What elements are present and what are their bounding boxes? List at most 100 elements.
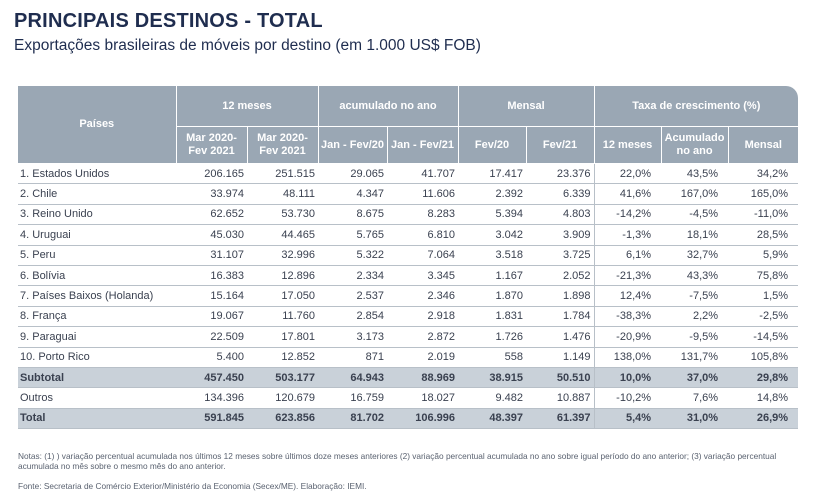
page-title: PRINCIPAIS DESTINOS - TOTAL	[14, 10, 323, 32]
header-col-1: Mar 2020- Fev 2021	[176, 126, 248, 164]
table-source: Fonte: Secretaria de Comércio Exterior/M…	[18, 481, 367, 491]
cell-value: 53.730	[247, 204, 319, 226]
table-row: 7. Países Baixos (Holanda) 15.164 17.050 2.…	[18, 285, 799, 307]
cell-value: 37,0%	[661, 367, 729, 389]
subtotal-row: Subtotal 457.450 503.177 64.943 88.969 38.915…	[18, 367, 799, 389]
cell-value: 2.392	[458, 183, 527, 205]
cell-value: 6.810	[387, 224, 459, 246]
cell-value: 11.606	[387, 183, 459, 205]
row-label: 7. Países Baixos (Holanda)	[18, 285, 176, 307]
cell-value: 32.996	[247, 245, 319, 266]
cell-value: -4,5%	[661, 204, 729, 226]
cell-value: 31.107	[176, 245, 247, 266]
cell-value: 2.052	[526, 265, 595, 287]
cell-value: 5.765	[318, 224, 388, 246]
header-group-acumulado: acumulado no ano	[318, 86, 459, 127]
cell-value: 64.943	[318, 367, 388, 389]
cell-value: 12.896	[247, 265, 319, 287]
cell-value: 41.707	[387, 163, 459, 185]
table-row: 9. Paraguai 22.509 17.801 3.173 2.872 1.726 1.…	[18, 326, 799, 348]
cell-value: 22.509	[176, 326, 247, 348]
cell-value: 623.856	[247, 408, 319, 430]
cell-value: 3.173	[318, 326, 388, 348]
cell-value: 558	[458, 347, 527, 368]
table-row: 10. Porto Rico 5.400 12.852 871 2.019 558 1.14…	[18, 347, 799, 368]
cell-value: 16.383	[176, 265, 247, 287]
cell-value: 8.283	[387, 204, 459, 226]
cell-value: -10,2%	[593, 387, 662, 409]
cell-value: 167,0%	[661, 183, 729, 205]
row-label: 1. Estados Unidos	[18, 163, 176, 185]
cell-value: 50.510	[526, 367, 595, 389]
cell-value: -7,5%	[661, 285, 729, 307]
cell-value: 10,0%	[593, 367, 662, 389]
cell-value: 105,8%	[728, 347, 799, 368]
cell-value: 43,5%	[661, 163, 729, 185]
header-col-6: Fev/21	[526, 126, 595, 164]
cell-value: 17.801	[247, 326, 319, 348]
cell-value: 48.111	[247, 183, 319, 205]
header-paises: Países	[18, 86, 177, 164]
cell-value: 3.345	[387, 265, 459, 287]
table-notes: Notas: (1) ) variação percentual acumula…	[18, 451, 777, 471]
cell-value: 75,8%	[728, 265, 799, 287]
row-label: Subtotal	[18, 367, 176, 389]
table-row: 5. Peru 31.107 32.996 5.322 7.064 3.518 3.725 6…	[18, 245, 799, 266]
cell-value: 38.915	[458, 367, 527, 389]
cell-value: 5,4%	[593, 408, 662, 430]
cell-value: 44.465	[247, 224, 319, 246]
cell-value: 7,6%	[661, 387, 729, 409]
header-col-9: Mensal	[728, 126, 799, 164]
cell-value: 43,3%	[661, 265, 729, 287]
table-row: 6. Bolívia 16.383 12.896 2.334 3.345 1.167 2.0…	[18, 265, 799, 287]
row-label: 10. Porto Rico	[18, 347, 176, 368]
row-label: Outros	[18, 387, 176, 409]
header-group-mensal: Mensal	[458, 86, 595, 127]
cell-value: 18,1%	[661, 224, 729, 246]
table-row: 4. Uruguai 45.030 44.465 5.765 6.810 3.042 3.9…	[18, 224, 799, 246]
table-row: 8. França 19.067 11.760 2.854 2.918 1.831 1.78…	[18, 306, 799, 328]
row-label: 4. Uruguai	[18, 224, 176, 246]
cell-value: 31,0%	[661, 408, 729, 430]
cell-value: 2.334	[318, 265, 388, 287]
cell-value: -11,0%	[728, 204, 799, 226]
cell-value: 134.396	[176, 387, 247, 409]
cell-value: 251.515	[247, 163, 319, 185]
cell-value: 16.759	[318, 387, 388, 409]
cell-value: 2.872	[387, 326, 459, 348]
cell-value: 41,6%	[593, 183, 662, 205]
cell-value: 62.652	[176, 204, 247, 226]
outros-row: Outros 134.396 120.679 16.759 18.027 9.482 10.…	[18, 387, 799, 409]
cell-value: 8.675	[318, 204, 388, 226]
cell-value: 503.177	[247, 367, 319, 389]
cell-value: -14,5%	[728, 326, 799, 348]
row-label: 8. França	[18, 306, 176, 328]
cell-value: 120.679	[247, 387, 319, 409]
cell-value: 29.065	[318, 163, 388, 185]
cell-value: -9,5%	[661, 326, 729, 348]
cell-value: 2.854	[318, 306, 388, 328]
cell-value: 12,4%	[593, 285, 662, 307]
cell-value: 3.042	[458, 224, 527, 246]
header-group-12-meses: 12 meses	[176, 86, 319, 127]
cell-value: 23.376	[526, 163, 595, 185]
table-row: 3. Reino Unido 62.652 53.730 8.675 8.283 5.39…	[18, 204, 799, 226]
cell-value: 5.322	[318, 245, 388, 266]
cell-value: 165,0%	[728, 183, 799, 205]
cell-value: 7.064	[387, 245, 459, 266]
cell-value: -14,2%	[593, 204, 662, 226]
row-label: 9. Paraguai	[18, 326, 176, 348]
cell-value: 1.784	[526, 306, 595, 328]
cell-value: 1.831	[458, 306, 527, 328]
cell-value: 131,7%	[661, 347, 729, 368]
cell-value: 1.476	[526, 326, 595, 348]
cell-value: 1,5%	[728, 285, 799, 307]
cell-value: 17.417	[458, 163, 527, 185]
header-group-taxa: Taxa de crescimento (%)	[594, 86, 799, 127]
row-label: 2. Chile	[18, 183, 176, 205]
cell-value: 45.030	[176, 224, 247, 246]
header-col-5: Fev/20	[458, 126, 527, 164]
cell-value: 29,8%	[728, 367, 799, 389]
cell-value: 1.870	[458, 285, 527, 307]
cell-value: 9.482	[458, 387, 527, 409]
